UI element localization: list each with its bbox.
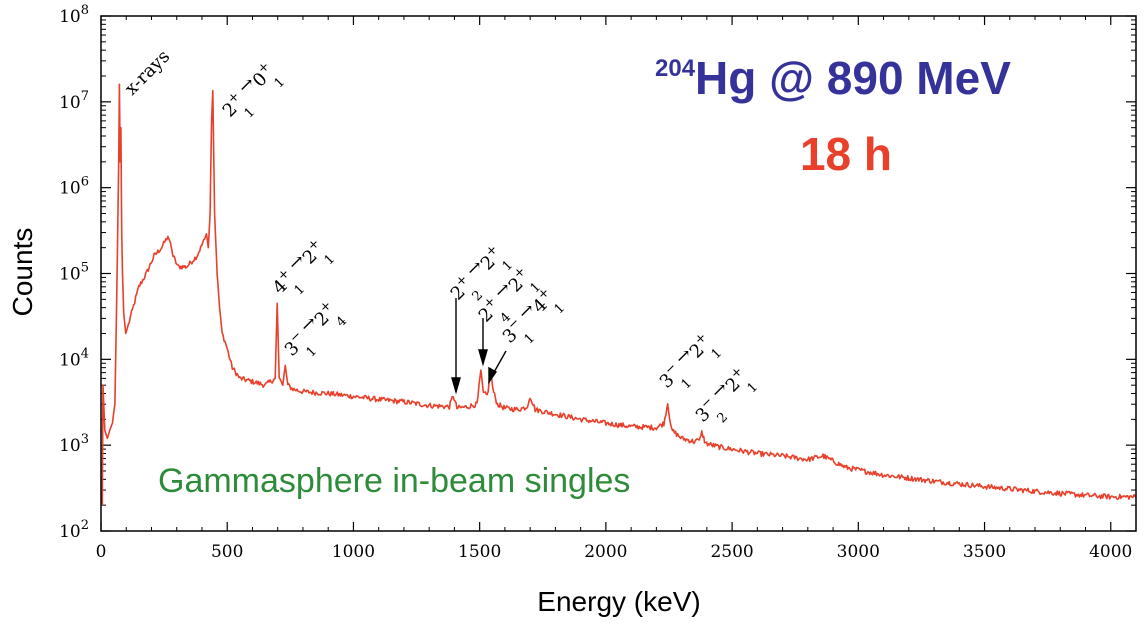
y-axis-title: Counts — [7, 228, 38, 317]
transition-label: 3−1 →2+4 — [276, 296, 350, 370]
x-tick-label: 3000 — [837, 542, 880, 562]
title-superscript: 204 — [655, 55, 696, 82]
y-tick-label: 105 — [59, 261, 89, 285]
x-tick-label: 2500 — [710, 542, 753, 562]
y-tick-label: 108 — [59, 3, 89, 27]
chart-subtitle: 18 h — [800, 128, 892, 180]
x-tick-label: 500 — [211, 542, 243, 562]
x-axis-title: Energy (keV) — [537, 586, 700, 617]
x-tick-label: 3500 — [963, 542, 1006, 562]
transition-label: 4+1 →2+1 — [264, 234, 338, 308]
y-tick-label: 107 — [59, 89, 89, 113]
y-tick-label: 102 — [59, 518, 89, 542]
arrow-head-1515 — [478, 349, 488, 367]
y-tick-label: 106 — [59, 175, 89, 199]
transition-label: x-rays — [121, 46, 175, 100]
spectrum-line — [101, 83, 1137, 506]
x-tick-label: 0 — [96, 542, 107, 562]
transition-label: 2+1 →0+1 — [214, 57, 288, 131]
transition-label: 2+2 →2+1 — [442, 240, 516, 314]
y-tick-label: 103 — [59, 432, 89, 456]
peak-arrows — [451, 298, 507, 395]
plot-frame — [100, 15, 1137, 532]
chart-title: 204Hg @ 890 MeV — [655, 52, 1011, 104]
title-main: Hg @ 890 MeV — [695, 52, 1011, 104]
x-tick-label: 1500 — [458, 542, 501, 562]
chart-note: Gammasphere in-beam singles — [158, 462, 630, 500]
transition-label: 3−2 →2+1 — [687, 362, 761, 436]
arrow-head-1552 — [488, 366, 498, 385]
x-tick-label: 4000 — [1089, 542, 1132, 562]
x-tick-label: 2000 — [584, 542, 627, 562]
axis-ticks: 0 500 1000 1500 2000 2500 3000 3500 4000 102 103 10… — [59, 3, 1136, 562]
x-tick-label: 1000 — [332, 542, 375, 562]
arrow-1552 — [492, 350, 507, 375]
arrow-head-1400 — [451, 377, 461, 395]
y-tick-label: 104 — [59, 346, 89, 370]
